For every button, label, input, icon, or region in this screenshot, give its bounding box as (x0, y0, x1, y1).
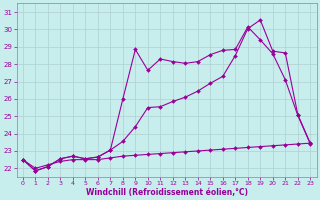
X-axis label: Windchill (Refroidissement éolien,°C): Windchill (Refroidissement éolien,°C) (85, 188, 248, 197)
